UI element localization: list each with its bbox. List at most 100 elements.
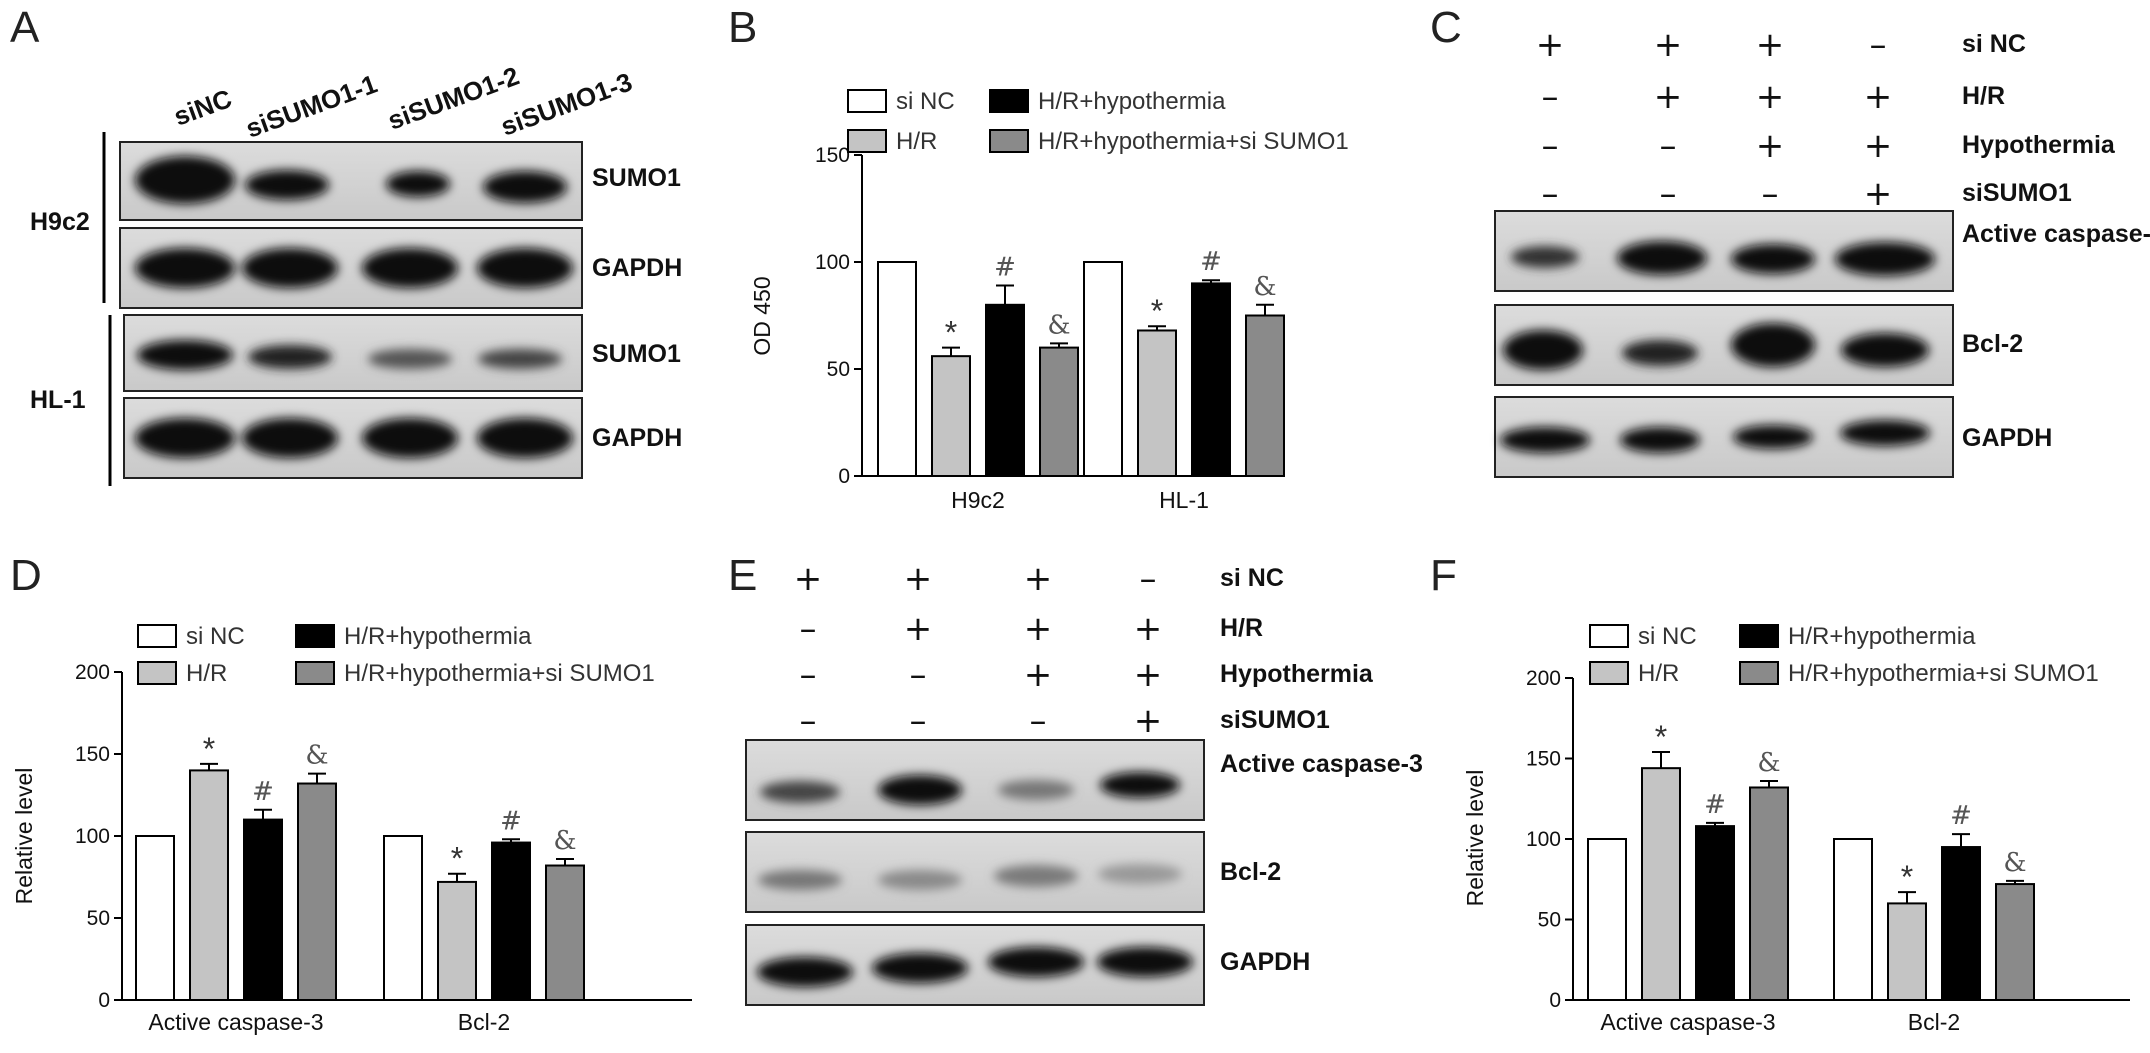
y-tick-label: 50	[827, 358, 850, 381]
blot-label: GAPDH	[1962, 424, 2052, 452]
significance-mark: #	[500, 806, 522, 836]
legend-swatch	[847, 89, 887, 113]
y-tick-label: 50	[87, 907, 110, 930]
condition-label: siSUMO1	[1962, 179, 2072, 207]
y-tick-label: 100	[1526, 828, 1561, 851]
condition-label: siSUMO1	[1220, 706, 1330, 734]
legend-entry: H/R	[1638, 660, 1679, 687]
blot-label: Active caspase-3	[1962, 220, 2150, 248]
legend-swatch	[295, 624, 335, 648]
x-category-label: Active caspase-3	[1600, 1009, 1775, 1035]
legend-entry: H/R+hypothermia+si SUMO1	[1788, 660, 2099, 687]
bar-chart-d: 0 50 100 150 200 Relative level * # & Active casp…	[11, 623, 692, 1035]
condition-sign: +	[1654, 25, 1683, 65]
condition-sign: +	[1024, 559, 1053, 599]
significance-mark: #	[252, 777, 274, 807]
condition-sign: –	[1660, 126, 1677, 166]
bar	[491, 841, 531, 1001]
y-tick-label: 100	[75, 825, 110, 848]
legend-entry: H/R+hypothermia	[1038, 88, 1226, 115]
blot-gapdh-c	[1494, 396, 1954, 478]
significance-mark: #	[1200, 247, 1222, 277]
condition-label: si NC	[1962, 30, 2026, 58]
condition-sign: –	[910, 701, 927, 741]
x-category-label: Active caspase-3	[148, 1009, 323, 1035]
legend-swatch	[295, 661, 335, 685]
legend-entry: H/R+hypothermia+si SUMO1	[1038, 128, 1349, 155]
bar	[1941, 846, 1981, 1001]
condition-label: H/R	[1962, 82, 2005, 110]
lane-label: siNC	[170, 83, 236, 132]
condition-sign: –	[1542, 174, 1559, 214]
legend-swatch	[1739, 661, 1779, 685]
lane-label: siSUMO1-1	[242, 68, 381, 143]
significance-mark: &	[305, 741, 328, 771]
y-tick-label: 200	[1526, 667, 1561, 690]
panel-label-e: E	[728, 551, 757, 600]
bar	[1191, 282, 1231, 477]
y-tick-label: 0	[98, 989, 110, 1012]
condition-sign: +	[1134, 609, 1163, 649]
blot-label: Bcl-2	[1220, 858, 1281, 886]
x-category-label: H9c2	[951, 487, 1005, 513]
significance-mark: &	[1757, 748, 1780, 778]
panel-label-f: F	[1430, 551, 1457, 600]
x-category-label: HL-1	[1159, 487, 1209, 513]
blot-label: Bcl-2	[1962, 330, 2023, 358]
significance-mark: &	[553, 826, 576, 856]
legend-entry: si NC	[186, 623, 245, 650]
condition-table-e: + + + – si NC – + + + H/R – – + + Hypothermia – – – + siSUM…	[794, 559, 1374, 741]
y-tick-label: 0	[838, 465, 850, 488]
bar	[877, 261, 917, 477]
condition-sign: +	[1756, 25, 1785, 65]
condition-sign: +	[1134, 655, 1163, 695]
legend-entry: si NC	[1638, 623, 1697, 650]
y-axis-label: Relative level	[1462, 770, 1488, 907]
condition-sign: –	[1140, 559, 1157, 599]
legend-entry: H/R+hypothermia+si SUMO1	[344, 660, 655, 687]
legend-swatch	[1589, 624, 1629, 648]
blot-gapdh-h9c2	[119, 227, 583, 309]
condition-sign: +	[1536, 25, 1565, 65]
panel-label-c: C	[1430, 3, 1462, 52]
condition-sign: –	[1660, 174, 1677, 214]
blot-label: GAPDH	[1220, 948, 1310, 976]
bar	[1587, 838, 1627, 1001]
bar	[1833, 838, 1873, 1001]
bar	[1039, 346, 1079, 477]
blot-label: SUMO1	[592, 164, 681, 192]
panel-c: C + + + – si NC – + + + H/R – – + + Hypothermia – – – + siS…	[1430, 3, 2150, 478]
legend-entry: si NC	[896, 88, 955, 115]
condition-sign: +	[1756, 77, 1785, 117]
condition-sign: +	[904, 609, 933, 649]
group-label-h9c2: H9c2	[30, 208, 90, 236]
significance-mark: *	[1655, 719, 1667, 755]
blot-label: SUMO1	[592, 340, 681, 368]
blot-gapdh-e	[745, 924, 1205, 1006]
y-tick-label: 150	[75, 743, 110, 766]
y-axis-label: Relative level	[11, 768, 37, 905]
condition-sign: +	[1864, 174, 1893, 214]
condition-label: Hypothermia	[1962, 131, 2116, 159]
condition-sign: –	[1870, 25, 1887, 65]
y-tick-label: 100	[815, 251, 850, 274]
panel-b: B 0 50 100 150 OD 450 * # & H9c2 * # & HL-1 si NC H/R H…	[728, 3, 1349, 513]
panel-a: A siNC siSUMO1-1 siSUMO1-2 siSUMO1-3 H9c…	[10, 3, 682, 486]
panel-label-b: B	[728, 3, 757, 52]
blot-bcl2-c	[1494, 304, 1954, 386]
y-tick-label: 150	[1526, 748, 1561, 771]
x-category-label: Bcl-2	[1908, 1009, 1960, 1035]
condition-sign: –	[1542, 126, 1559, 166]
bar	[1887, 902, 1927, 1002]
bar	[1245, 314, 1285, 477]
condition-sign: +	[1756, 126, 1785, 166]
significance-mark: *	[1901, 859, 1913, 895]
significance-mark: #	[994, 253, 1016, 283]
legend-entry: H/R+hypothermia	[344, 623, 532, 650]
bar	[545, 864, 585, 1002]
significance-mark: *	[1151, 293, 1163, 329]
blot-caspase3-c	[1494, 210, 1954, 292]
bar-chart-f: 0 50 100 150 200 Relative level * # & Active casp…	[1462, 623, 2130, 1035]
blot-sumo1-hl1	[123, 314, 583, 392]
panel-label-d: D	[10, 551, 42, 600]
